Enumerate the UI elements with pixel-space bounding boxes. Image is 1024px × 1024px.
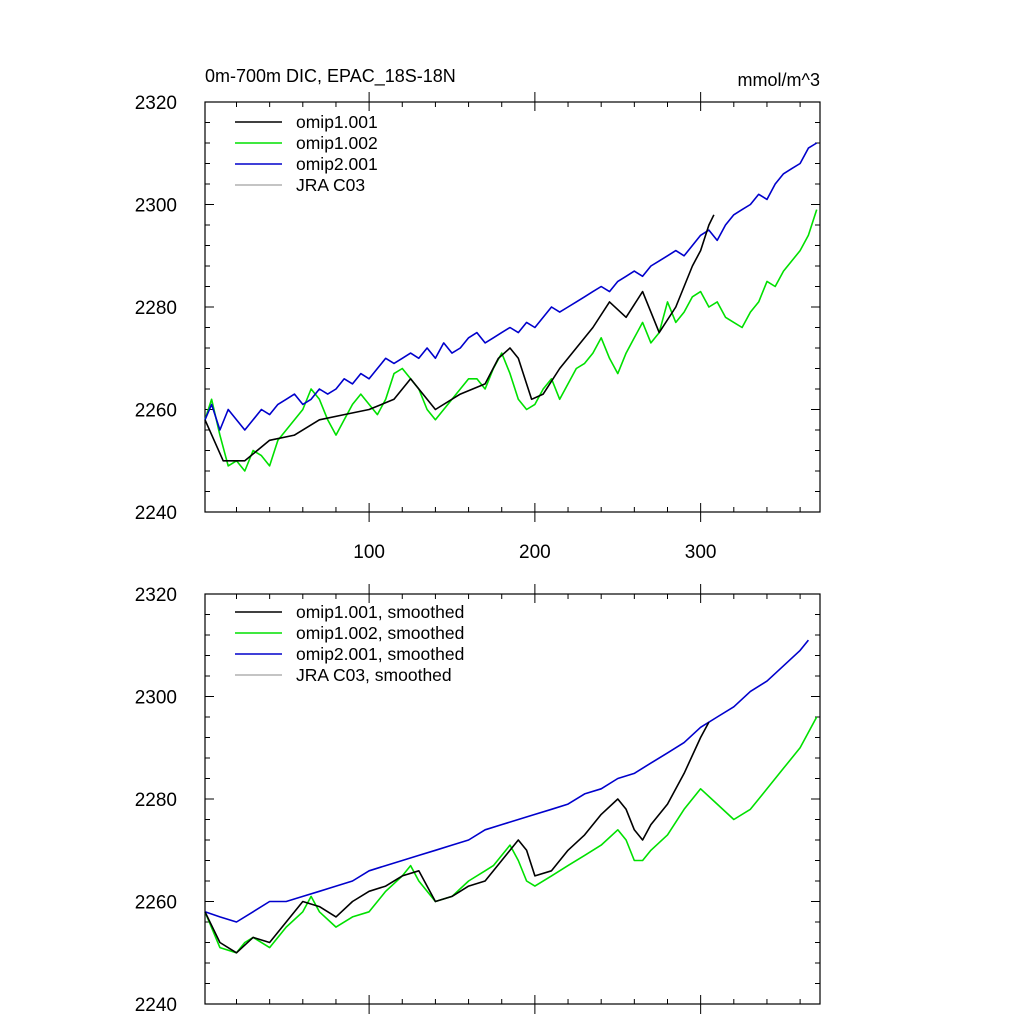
top-series-line-1 bbox=[204, 209, 818, 472]
bottom-legend-label: omip1.001, smoothed bbox=[296, 602, 464, 622]
top-xtick-label: 300 bbox=[685, 542, 717, 563]
top-ytick-label: 2260 bbox=[135, 401, 177, 422]
bottom-ytick-label: 2260 bbox=[135, 893, 177, 914]
top-legend-label: omip2.001 bbox=[296, 154, 378, 174]
top-xtick-label: 100 bbox=[353, 542, 385, 563]
top-xtick-label: 200 bbox=[519, 542, 551, 563]
top-ytick-label: 2320 bbox=[135, 93, 177, 114]
bottom-legend-label: JRA C03, smoothed bbox=[296, 665, 452, 685]
bottom-series-line-0 bbox=[204, 721, 710, 954]
chart-title: 0m-700m DIC, EPAC_18S-18N bbox=[205, 66, 456, 87]
top-ytick-label: 2280 bbox=[135, 298, 177, 319]
bottom-series-line-1 bbox=[204, 716, 818, 954]
top-legend-label: omip1.002 bbox=[296, 133, 378, 153]
bottom-ytick-label: 2300 bbox=[135, 688, 177, 709]
units-label: mmol/m^3 bbox=[738, 70, 820, 90]
bottom-ytick-label: 2280 bbox=[135, 790, 177, 811]
bottom-legend-label: omip2.001, smoothed bbox=[296, 644, 464, 664]
top-series-line-2 bbox=[204, 142, 818, 431]
bottom-ytick-label: 2320 bbox=[135, 585, 177, 606]
bottom-ytick-label: 2240 bbox=[135, 995, 177, 1016]
bottom-series-line-2 bbox=[204, 639, 810, 923]
bottom-legend-label: omip1.002, smoothed bbox=[296, 623, 464, 643]
top-ytick-label: 2300 bbox=[135, 196, 177, 217]
top-legend-label: omip1.001 bbox=[296, 112, 378, 132]
top-ytick-label: 2240 bbox=[135, 503, 177, 524]
top-series-line-0 bbox=[204, 214, 715, 462]
top-legend-label: JRA C03 bbox=[296, 175, 365, 195]
